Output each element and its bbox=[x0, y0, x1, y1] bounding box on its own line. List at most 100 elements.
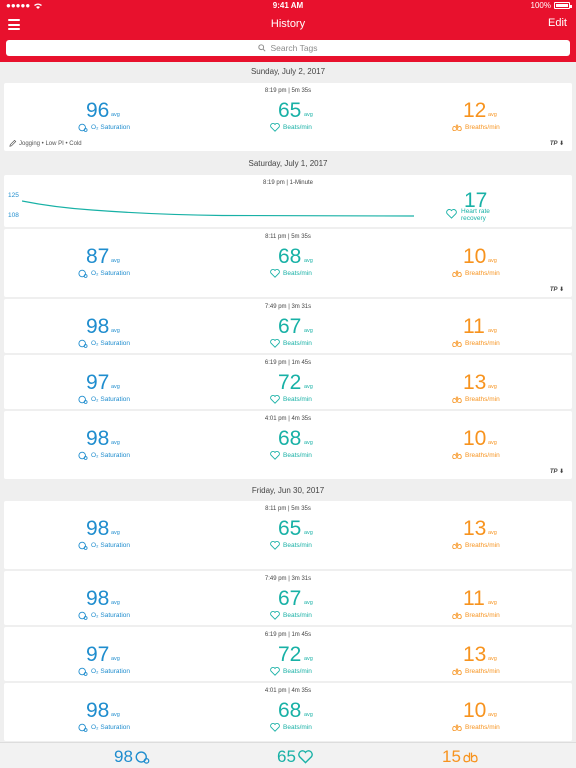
heart-icon bbox=[270, 667, 280, 676]
reading-time: 8:19 pm | 1-Minute bbox=[263, 180, 313, 186]
br-value: 11 bbox=[463, 587, 485, 610]
o2-drop-icon bbox=[78, 123, 88, 132]
br-label: Breaths/min bbox=[452, 723, 500, 732]
o2-value: 98 bbox=[86, 315, 110, 338]
battery-percent: 100% bbox=[530, 1, 551, 10]
lungs-icon bbox=[452, 668, 462, 676]
heart-icon bbox=[270, 395, 280, 404]
bpm-label: Beats/min bbox=[270, 611, 312, 620]
heart-rate-recovery-card[interactable]: 8:19 pm | 1-Minute 125 108 17 Heart rate… bbox=[4, 175, 572, 227]
reading-card[interactable]: 6:19 pm | 1m 45s 97 avg O₂ Saturation 72 avg B… bbox=[4, 627, 572, 681]
tp-export-icon[interactable]: TP ⬇ bbox=[549, 141, 564, 147]
reading-card[interactable]: 7:49 pm | 3m 31s 98 avg O₂ Saturation 67 avg B… bbox=[4, 571, 572, 625]
avg-label: avg bbox=[488, 328, 497, 334]
heart-icon bbox=[270, 269, 280, 278]
date-header: Friday, Jun 30, 2017 bbox=[251, 486, 325, 495]
bpm-label: Beats/min bbox=[270, 395, 312, 404]
avg-label: avg bbox=[488, 656, 497, 662]
lungs-icon bbox=[452, 124, 462, 132]
br-label-text: Breaths/min bbox=[465, 612, 500, 619]
bpm-value: 67 bbox=[278, 587, 302, 610]
bpm-label-text: Beats/min bbox=[283, 124, 312, 131]
reading-card[interactable]: 4:01 pm | 4m 35s 98 avg O₂ Saturation 68 avg B… bbox=[4, 411, 572, 479]
footer-bpm: 65 bbox=[277, 747, 313, 767]
reading-card[interactable]: 8:19 pm | 5m 35s 96 avg O₂ Saturation 65 avg B… bbox=[4, 83, 572, 151]
o2-label: O₂ Saturation bbox=[78, 541, 130, 550]
search-icon bbox=[258, 44, 266, 52]
avg-label: avg bbox=[111, 530, 120, 536]
status-bar: ●●●●● 9:41 AM 100% bbox=[0, 0, 576, 12]
br-label-text: Breaths/min bbox=[465, 270, 500, 277]
heart-icon bbox=[270, 541, 280, 550]
avg-label: avg bbox=[111, 656, 120, 662]
o2-label: O₂ Saturation bbox=[78, 395, 130, 404]
o2-value: 96 bbox=[86, 99, 110, 122]
avg-label: avg bbox=[488, 112, 497, 118]
o2-drop-icon bbox=[78, 339, 88, 348]
br-value: 11 bbox=[463, 315, 485, 338]
edit-button[interactable]: Edit bbox=[548, 17, 567, 29]
bpm-label-text: Beats/min bbox=[283, 724, 312, 731]
bpm-label-text: Beats/min bbox=[283, 668, 312, 675]
reading-time: 4:01 pm | 4m 35s bbox=[264, 416, 312, 422]
br-label-text: Breaths/min bbox=[465, 340, 500, 347]
search-input[interactable]: Search Tags bbox=[6, 40, 570, 56]
avg-label: avg bbox=[304, 600, 313, 606]
avg-label: avg bbox=[111, 712, 120, 718]
reading-card[interactable]: 8:11 pm | 5m 35s 87 avg O₂ Saturation 68 avg B… bbox=[4, 229, 572, 297]
reading-time: 6:19 pm | 1m 45s bbox=[264, 360, 312, 366]
bpm-label: Beats/min bbox=[270, 123, 312, 132]
tags-text: Jogging • Low PI • Cold bbox=[19, 140, 82, 147]
heart-icon bbox=[270, 723, 280, 732]
bpm-label: Beats/min bbox=[270, 451, 312, 460]
reading-card[interactable]: 6:19 pm | 1m 45s 97 avg O₂ Saturation 72 avg B… bbox=[4, 355, 572, 409]
heart-icon bbox=[298, 750, 313, 764]
o2-drop-icon bbox=[78, 667, 88, 676]
avg-label: avg bbox=[488, 530, 497, 536]
avg-label: avg bbox=[304, 656, 313, 662]
br-label: Breaths/min bbox=[452, 269, 500, 278]
o2-label-text: O₂ Saturation bbox=[91, 340, 131, 347]
avg-label: avg bbox=[304, 112, 313, 118]
recovery-y-bottom-label: 108 bbox=[8, 212, 19, 219]
nav-bar: History Edit bbox=[0, 12, 576, 38]
o2-drop-icon bbox=[78, 723, 88, 732]
o2-label: O₂ Saturation bbox=[78, 451, 130, 460]
reading-card[interactable]: 4:01 pm | 4m 35s 98 avg O₂ Saturation 68 avg B… bbox=[4, 683, 572, 741]
reading-card[interactable]: 8:11 pm | 5m 35s 98 avg O₂ Saturation 65 avg B… bbox=[4, 501, 572, 569]
tp-export-icon[interactable]: TP ⬇ bbox=[549, 469, 564, 475]
avg-label: avg bbox=[111, 328, 120, 334]
o2-value: 97 bbox=[86, 371, 110, 394]
avg-label: avg bbox=[488, 258, 497, 264]
tags-row[interactable]: Jogging • Low PI • Cold bbox=[9, 140, 82, 147]
lungs-icon bbox=[452, 270, 462, 278]
br-label: Breaths/min bbox=[452, 123, 500, 132]
lungs-icon bbox=[452, 542, 462, 550]
o2-drop-icon bbox=[78, 611, 88, 620]
avg-label: avg bbox=[111, 384, 120, 390]
o2-label-text: O₂ Saturation bbox=[91, 724, 131, 731]
heart-icon bbox=[270, 611, 280, 620]
footer-o2: 98 bbox=[114, 747, 150, 767]
reading-card[interactable]: 7:49 pm | 3m 31s 98 avg O₂ Saturation 67 avg B… bbox=[4, 299, 572, 353]
o2-label: O₂ Saturation bbox=[78, 339, 130, 348]
avg-label: avg bbox=[111, 440, 120, 446]
o2-drop-icon bbox=[78, 541, 88, 550]
o2-drop-icon bbox=[78, 395, 88, 404]
br-label: Breaths/min bbox=[452, 541, 500, 550]
footer-breath-value: 15 bbox=[442, 747, 461, 766]
bpm-value: 65 bbox=[278, 517, 302, 540]
hamburger-menu-icon[interactable] bbox=[8, 19, 20, 30]
o2-label-text: O₂ Saturation bbox=[91, 542, 131, 549]
avg-label: avg bbox=[304, 328, 313, 334]
status-time: 9:41 AM bbox=[272, 1, 304, 10]
reading-time: 8:11 pm | 5m 35s bbox=[265, 506, 311, 512]
date-header: Sunday, July 2, 2017 bbox=[250, 67, 326, 76]
o2-label: O₂ Saturation bbox=[78, 667, 130, 676]
tp-export-icon[interactable]: TP ⬇ bbox=[549, 287, 564, 293]
br-label-text: Breaths/min bbox=[465, 452, 500, 459]
bpm-label: Beats/min bbox=[270, 339, 312, 348]
o2-label-text: O₂ Saturation bbox=[91, 124, 131, 131]
reading-time: 8:19 pm | 5m 35s bbox=[264, 88, 312, 94]
avg-label: avg bbox=[488, 440, 497, 446]
